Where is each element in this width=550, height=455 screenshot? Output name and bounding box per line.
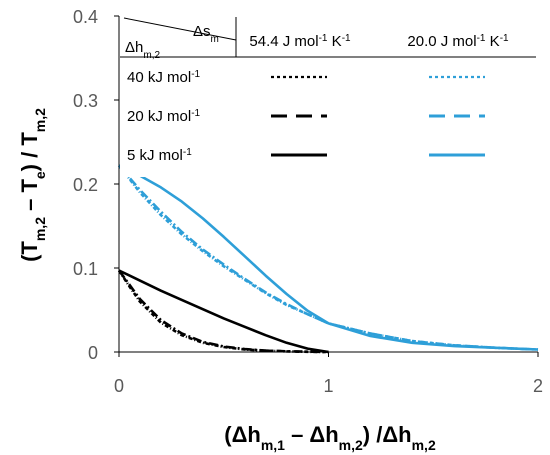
legend-row-label: 5 kJ mol-1	[127, 147, 192, 165]
legend-row-label: 20 kJ mol-1	[127, 108, 201, 126]
legend: Δsm Δhm,2 54.4 J mol-1 K-1 20.0 J mol-1 K-1…	[120, 17, 536, 177]
series-line-ds54-4-dh5	[118, 269, 329, 354]
legend-column-header: 54.4 J mol-1 K-1	[249, 33, 351, 51]
legend-corner-ds-label: Δsm	[193, 23, 219, 45]
y-tick-label: 0.4	[73, 7, 98, 27]
x-tick-label: 1	[323, 376, 333, 396]
legend-background	[120, 17, 536, 177]
x-tick-label: 0	[114, 376, 124, 396]
y-tick-label: 0	[88, 343, 98, 363]
legend-corner-dh-label: Δhm,2	[125, 39, 160, 61]
legend-row-label: 40 kJ mol-1	[127, 69, 201, 87]
plot-series-layer	[117, 164, 539, 354]
legend-corner-diagonal	[123, 17, 237, 41]
y-axis-title: (Tm,2 – Te) / Tm,2	[17, 108, 48, 262]
y-tick-label: 0.3	[73, 91, 98, 111]
y-tick-label: 0.1	[73, 259, 98, 279]
x-axis-title: (Δhm,1 – Δhm,2) /Δhm,2	[224, 422, 436, 453]
y-tick-label: 0.2	[73, 175, 98, 195]
tick-labels-layer: 0 1 2 0 0.1 0.2 0.3 0.4	[73, 7, 543, 396]
series-line-ds54-4-dh20	[117, 269, 329, 354]
series-line-ds20-0-dh5	[118, 164, 539, 351]
legend-column-header: 20.0 J mol-1 K-1	[407, 33, 509, 51]
series-line-ds20-0-dh20	[118, 164, 539, 351]
x-tick-label: 2	[533, 376, 543, 396]
